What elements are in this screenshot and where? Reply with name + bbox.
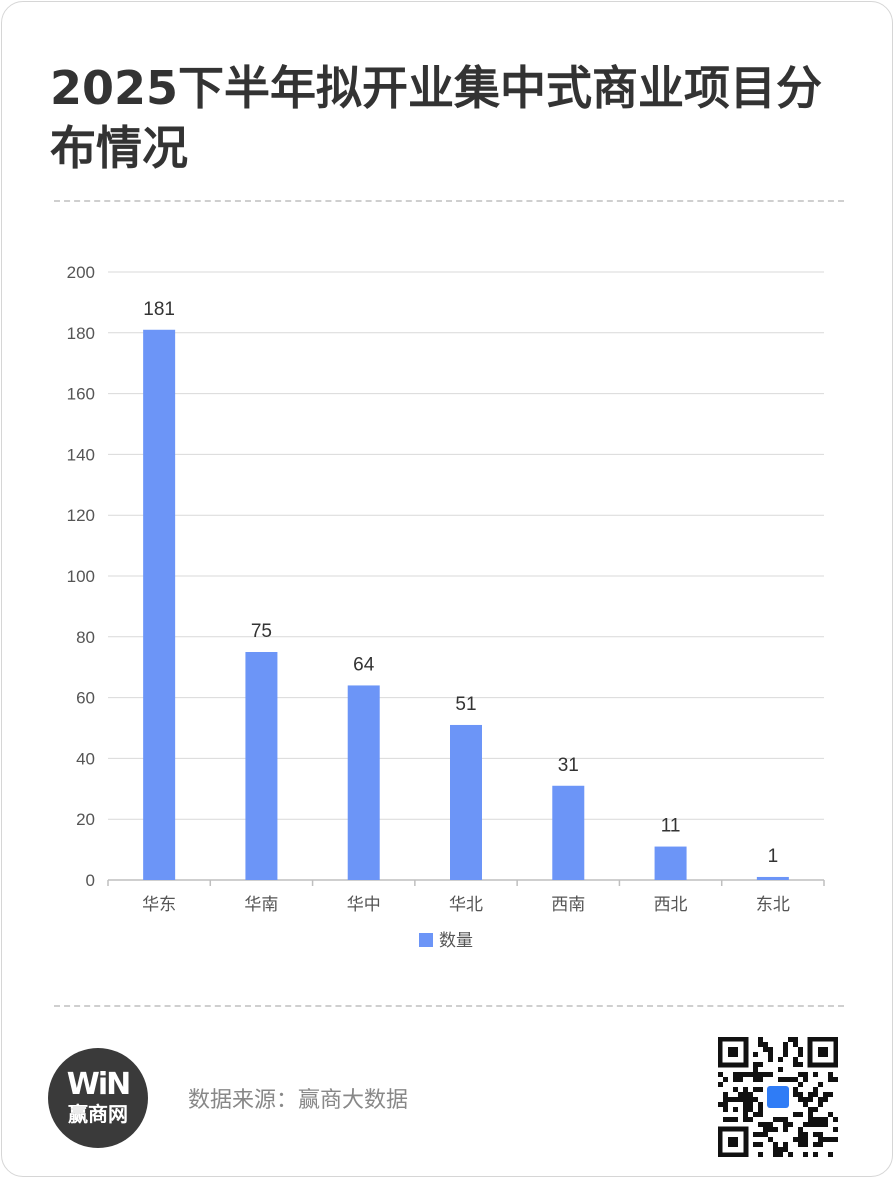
top-divider (54, 200, 844, 202)
logo-text: 赢商网 (68, 1102, 128, 1126)
x-tick-label: 华北 (449, 895, 483, 915)
brand-logo: WiN 赢商网 (48, 1048, 148, 1148)
x-tick-label: 西南 (551, 895, 585, 915)
y-tick-label: 100 (67, 567, 95, 586)
x-tick-label: 华中 (347, 895, 381, 915)
bar (756, 876, 789, 880)
data-source: 数据来源：赢商大数据 (188, 1088, 409, 1113)
bar (245, 652, 278, 880)
y-tick-label: 60 (76, 689, 95, 708)
logo-mark: WiN (66, 1067, 132, 1102)
y-tick-label: 140 (67, 445, 95, 464)
data-label: 75 (251, 621, 272, 642)
data-label: 1 (768, 846, 779, 867)
data-label: 64 (353, 654, 375, 675)
bar (450, 724, 482, 880)
bar (654, 846, 687, 880)
bar-chart: 0 20 40 60 80 100 120 140 160 180 200 181 华东 75 华南 64 华中… (67, 263, 825, 951)
y-tick-label: 0 (86, 871, 95, 890)
y-tick-label: 200 (67, 263, 95, 282)
x-tick-label: 西北 (654, 895, 688, 915)
legend-label: 数量 (439, 931, 473, 951)
legend-swatch (419, 933, 433, 947)
data-label: 11 (661, 816, 681, 837)
y-tick-label: 80 (76, 628, 95, 647)
bar (347, 685, 380, 880)
page-title: 2025下半年拟开业集中式商业项目分布情况 (50, 61, 823, 175)
bar (143, 329, 176, 880)
y-tick-label: 160 (67, 385, 95, 404)
x-tick-label: 华南 (244, 895, 278, 915)
qr-code-icon (718, 1037, 838, 1157)
y-tick-label: 180 (67, 324, 95, 343)
bar (552, 785, 585, 880)
bottom-divider (54, 1005, 844, 1007)
data-label: 51 (455, 694, 476, 715)
y-tick-label: 20 (76, 810, 95, 829)
x-tick-label: 东北 (756, 895, 790, 915)
x-tick-label: 华东 (142, 895, 176, 915)
data-label: 31 (558, 755, 579, 776)
y-tick-label: 40 (76, 749, 95, 768)
data-label: 181 (143, 299, 175, 320)
y-tick-label: 120 (67, 506, 95, 525)
